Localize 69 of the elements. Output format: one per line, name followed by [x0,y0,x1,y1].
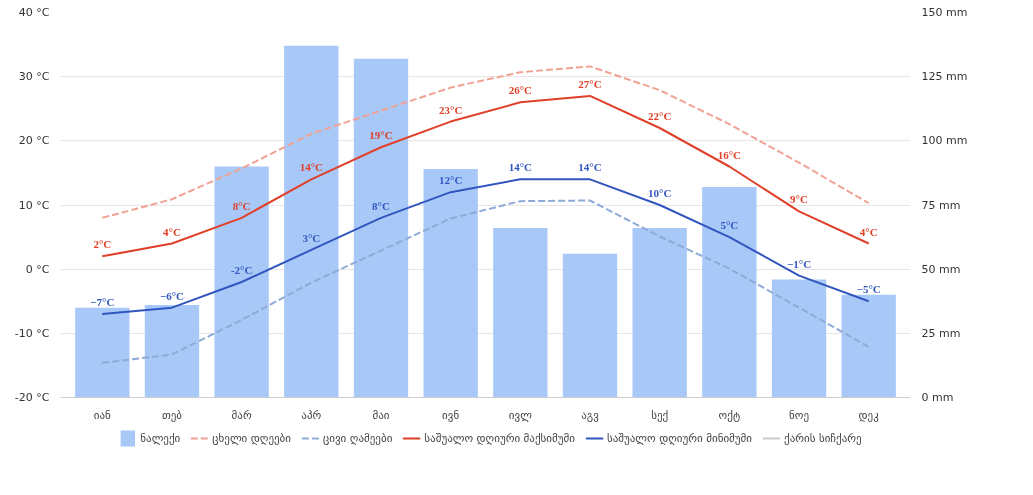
bar [562,253,618,398]
y2-tick-label: 75 mm [921,198,961,212]
legend-label: საშუალო დღიური მინიმუმი [606,431,753,445]
y2-tick-label: 125 mm [921,70,968,84]
x-tick-label: სექ [651,408,669,422]
bar [493,228,548,398]
bar [702,187,757,398]
data-label: 4°C [859,225,878,238]
data-label: −1°C [786,257,812,270]
data-label: 10°C [648,187,672,199]
data-label: 14°C [578,161,602,174]
y2-tick-label: 0 mm [921,391,954,404]
bar [841,294,896,398]
legend-label: ნალექი [140,431,181,445]
x-tick-label: იან [93,408,112,422]
x-tick-label: თებ [161,408,183,422]
legend-label: საშუალო დღიური მაქსიმუმი [424,431,575,445]
y2-tick-label: 100 mm [921,134,968,148]
x-tick-label: მაი [372,408,390,422]
y-tick-label: 30 °C [18,70,50,84]
y-tick-label: 20 °C [18,134,50,148]
y-tick-label: -10 °C [14,326,50,340]
y2-tick-label: 50 mm [921,262,961,276]
y2-tick-label: 25 mm [921,326,961,340]
bar [353,58,409,398]
data-label: 8°C [372,199,390,212]
data-label: 8°C [232,199,251,212]
data-label: 4°C [163,225,181,238]
data-label: 23°C [438,103,463,116]
bar [423,169,478,398]
y-tick-label: 0 °C [25,262,50,276]
y-tick-label: 40 °C [18,6,50,19]
bar [284,45,339,398]
data-label: 3°C [302,231,321,244]
data-label: −5°C [856,283,881,296]
y2-tick-label: 150 mm [921,6,968,19]
data-label: 16°C [717,148,742,161]
data-label: 19°C [369,129,393,142]
bar [771,279,827,398]
data-label: 5°C [720,219,739,232]
x-tick-label: ნოე [789,408,810,422]
x-tick-label: ივნ [442,408,460,422]
bar [214,166,269,398]
data-label: 26°C [508,84,533,97]
y-tick-label: 10 °C [18,198,50,212]
bar [75,307,130,398]
x-tick-label: მარ [231,408,252,422]
y-tick-label: -20 °C [14,391,50,404]
data-label: 9°C [790,193,808,206]
x-tick-label: აპრ [301,408,322,422]
x-tick-label: ოქტ [718,408,741,422]
x-tick-label: დეკ [858,408,880,422]
line-series [101,65,870,219]
data-label: 14°C [299,161,324,174]
data-label: 12°C [438,174,463,187]
x-tick-label: აგვ [581,408,600,422]
legend-label: ცხელი დღეები [212,431,291,445]
bar [144,305,200,398]
legend-label: ქარის სიჩქარე [784,431,862,445]
data-label: −6°C [159,289,185,302]
bar [632,228,687,398]
data-label: 27°C [578,77,602,90]
legend-label: ცივი ღამეები [323,431,393,445]
data-label: −7°C [90,296,115,309]
x-tick-label: ივლ [508,408,533,422]
data-label: 2°C [93,238,112,251]
data-label: 22°C [648,110,672,122]
data-label: -2°C [230,264,253,276]
data-label: 14°C [508,161,533,174]
